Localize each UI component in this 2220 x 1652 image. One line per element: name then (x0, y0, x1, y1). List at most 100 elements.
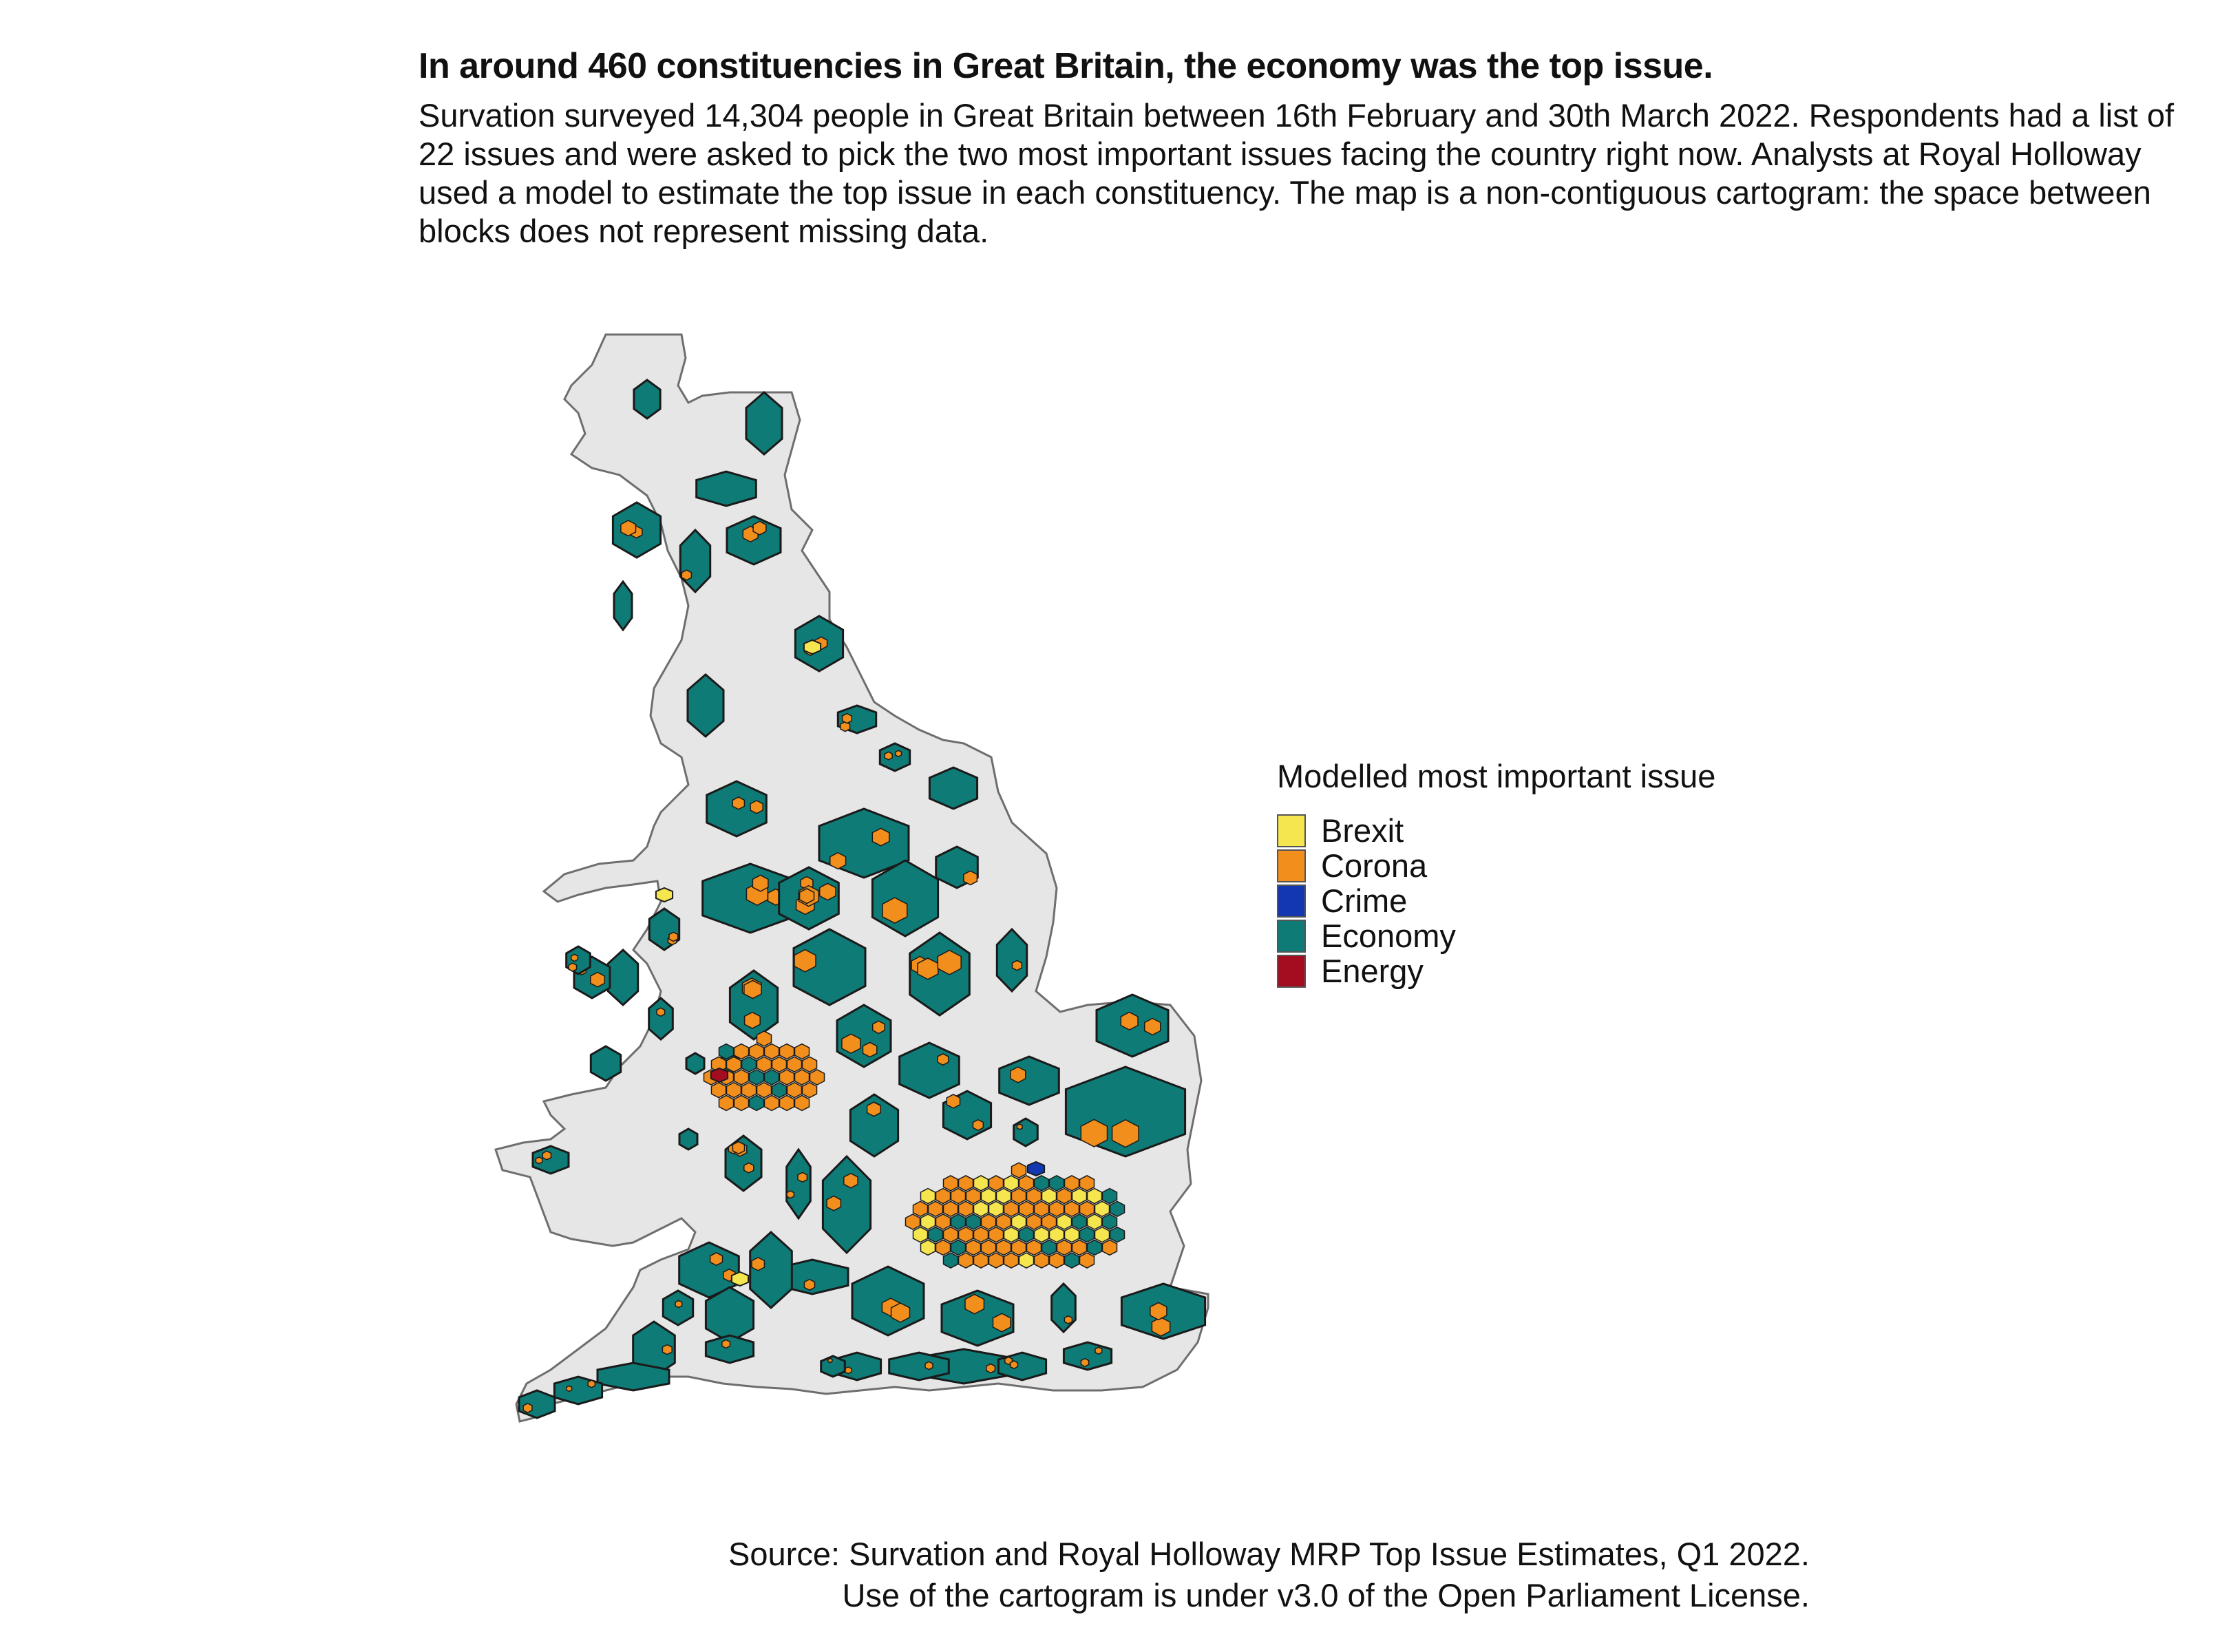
corona-cell (973, 1252, 989, 1269)
constituency-block (662, 1289, 695, 1326)
corona-cell (771, 1056, 787, 1073)
corona-cell (786, 1081, 803, 1099)
corona-cell (733, 1094, 750, 1112)
corona-cell (801, 1056, 818, 1073)
corona-cell (972, 1119, 984, 1132)
economy-cell (741, 1056, 757, 1073)
corona-cell (1026, 1214, 1042, 1230)
economy-area (613, 580, 633, 632)
corona-cell (794, 1069, 810, 1086)
constituency-block (695, 470, 757, 507)
economy-area (695, 470, 757, 507)
corona-cell (988, 1226, 1004, 1243)
corona-cell (710, 1081, 727, 1099)
corona-cell (675, 1300, 683, 1309)
corona-cell (797, 1172, 808, 1183)
corona-cell (752, 874, 769, 892)
constituency-block (821, 1154, 872, 1255)
economy-cell (718, 1043, 734, 1060)
economy-cell (1109, 1226, 1125, 1243)
constituency-block (1095, 993, 1170, 1058)
corona-cell (756, 1081, 772, 1099)
economy-area (792, 928, 867, 1006)
corona-cell (958, 1175, 974, 1192)
corona-cell (763, 1043, 780, 1060)
corona-cell (732, 1141, 746, 1155)
economy-cell (1064, 1252, 1080, 1269)
corona-cell (1018, 1200, 1035, 1218)
economy-area (745, 391, 783, 456)
corona-cell (1079, 1175, 1095, 1192)
brexit-cell (912, 1226, 929, 1243)
economy-area (785, 1147, 812, 1220)
corona-cell (756, 1056, 772, 1073)
corona-cell (924, 1361, 933, 1370)
economy-area (940, 1289, 1015, 1347)
corona-cell (668, 931, 679, 942)
energy-cell (710, 1067, 729, 1083)
economy-cell (1018, 1226, 1035, 1243)
corona-cell (1003, 1252, 1019, 1269)
constituency-block (565, 945, 591, 975)
corona-cell (937, 1053, 949, 1066)
corona-cell (912, 1200, 929, 1218)
corona-cell (980, 1214, 997, 1230)
economy-area (686, 673, 725, 738)
constituency-block (935, 845, 979, 889)
brexit-cell (980, 1187, 997, 1205)
constituency-block (851, 1265, 925, 1337)
constituency-block (613, 580, 633, 632)
corona-cell (958, 1252, 974, 1269)
constituency-block (820, 1355, 846, 1378)
corona-cell (587, 1379, 596, 1388)
corona-cell (752, 520, 767, 536)
corona-cell (794, 949, 816, 973)
corona-cell (965, 1187, 982, 1205)
economy-cell (1071, 1214, 1088, 1230)
corona-cell (1011, 960, 1023, 971)
corona-cell (794, 1094, 810, 1112)
corona-cell (726, 1081, 742, 1099)
corona-cell (950, 1187, 966, 1205)
economy-area (849, 1093, 900, 1158)
corona-cell (656, 1007, 666, 1017)
map-title: In around 460 constituencies in Great Br… (419, 46, 1713, 86)
brexit-cell (1048, 1226, 1065, 1243)
brexit-cell (1056, 1214, 1072, 1230)
corona-cell (1079, 1252, 1095, 1269)
corona-cell (1048, 1200, 1065, 1218)
constituency-block (648, 907, 681, 951)
corona-cell (743, 1011, 761, 1029)
economy-area (531, 1145, 570, 1175)
legend-swatch (1277, 884, 1306, 918)
corona-cell (988, 1175, 1004, 1192)
corona-cell (809, 1069, 825, 1086)
corona-cell (662, 1344, 673, 1355)
corona-cell (882, 897, 908, 924)
constituency-block (792, 928, 867, 1006)
corona-cell (743, 1162, 754, 1174)
economy-area (553, 1375, 604, 1406)
corona-cell (786, 1056, 803, 1073)
constituency-block (1050, 1282, 1077, 1334)
economy-area (648, 997, 674, 1041)
corona-cell (818, 882, 836, 901)
constituency-block (606, 948, 639, 1007)
economy-area (997, 1351, 1048, 1381)
constituency-block (836, 704, 878, 734)
corona-cell (942, 1175, 959, 1192)
legend-swatch (1277, 954, 1306, 988)
corona-cell (927, 1200, 944, 1218)
corona-cell (1095, 1346, 1103, 1355)
corona-cell (995, 1239, 1012, 1256)
constituency-block (632, 1320, 676, 1378)
constituency-block (745, 391, 783, 456)
corona-cell (980, 1239, 997, 1256)
legend-item-brexit: Brexit (1277, 812, 1715, 849)
constituency-block (942, 1090, 993, 1141)
corona-cell (866, 1101, 882, 1117)
constituency-block (818, 807, 910, 879)
brexit-cell (1041, 1187, 1057, 1205)
corona-cell (801, 1081, 818, 1099)
constituency-block (749, 1230, 793, 1310)
